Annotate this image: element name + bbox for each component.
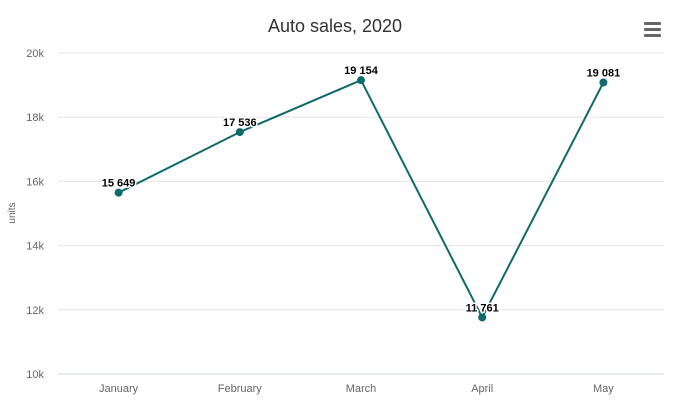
chart-title: Auto sales, 2020 — [268, 16, 402, 36]
series-layer — [114, 76, 608, 322]
y-tick-label: 12k — [26, 305, 44, 317]
x-tick-label: January — [99, 383, 139, 395]
hamburger-menu-icon — [644, 22, 661, 37]
data-label: 19 154 — [344, 65, 379, 77]
data-label: 17 536 — [223, 117, 257, 129]
data-label: 19 081 — [587, 67, 621, 79]
data-point[interactable] — [478, 313, 487, 322]
y-tick-label: 10k — [26, 369, 44, 381]
y-axis-label: units — [7, 202, 18, 223]
data-point[interactable] — [114, 188, 123, 197]
y-tick-label: 14k — [26, 241, 44, 253]
series-line — [118, 79, 605, 319]
data-labels: 15 649 17 536 19 154 11 761 19 081 — [100, 64, 621, 316]
x-axis-ticks: January February March April May — [99, 383, 614, 395]
gridlines — [58, 52, 664, 375]
chart-menu-button[interactable] — [640, 18, 666, 40]
data-point[interactable] — [599, 78, 608, 87]
x-tick-label: March — [346, 383, 377, 395]
data-label: 11 761 — [466, 302, 499, 314]
x-tick-label: February — [218, 383, 263, 395]
data-label: 15 649 — [102, 178, 136, 190]
y-axis-ticks: 10k 12k 14k 16k 18k 20k — [26, 48, 44, 381]
y-tick-label: 20k — [26, 48, 44, 60]
x-tick-label: May — [593, 383, 614, 395]
y-tick-label: 16k — [26, 176, 44, 188]
x-tick-label: April — [471, 383, 493, 395]
data-point[interactable] — [235, 128, 244, 137]
data-point[interactable] — [357, 76, 365, 85]
y-tick-label: 18k — [26, 112, 44, 124]
